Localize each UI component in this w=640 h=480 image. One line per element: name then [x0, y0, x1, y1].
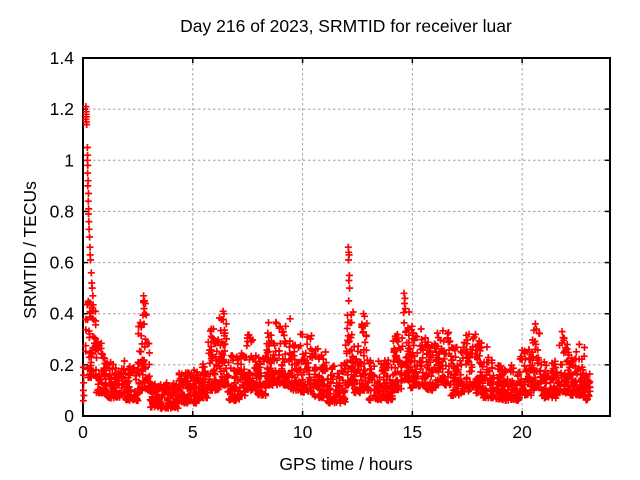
y-tick-label: 1.4: [50, 48, 75, 68]
y-tick-label: 0: [64, 406, 74, 426]
chart-title: Day 216 of 2023, SRMTID for receiver lua…: [180, 16, 512, 36]
data-points: [79, 103, 594, 412]
y-tick-label: 0.4: [50, 304, 75, 324]
x-tick-label: 5: [188, 422, 198, 442]
x-tick-label: 20: [512, 422, 532, 442]
scatter-points-path: [79, 103, 594, 412]
x-tick-label: 10: [293, 422, 313, 442]
plot-border: [82, 57, 611, 417]
y-tick-label: 0.2: [50, 355, 74, 375]
y-tick-labels: 0 0.2 0.4 0.6 0.8 1 1.2 1.4: [50, 48, 75, 426]
y-tick-label: 0.8: [50, 201, 74, 221]
x-axis-label: GPS time / hours: [279, 454, 412, 474]
x-tick-label: 0: [78, 422, 88, 442]
y-tick-label: 1.2: [50, 99, 74, 119]
y-tick-label: 0.6: [50, 253, 74, 273]
y-axis-label: SRMTID / TECUs: [20, 181, 40, 319]
y-tick-label: 1: [64, 150, 74, 170]
x-tick-label: 15: [403, 422, 422, 442]
x-tick-labels: 0 5 10 15 20: [78, 422, 532, 442]
